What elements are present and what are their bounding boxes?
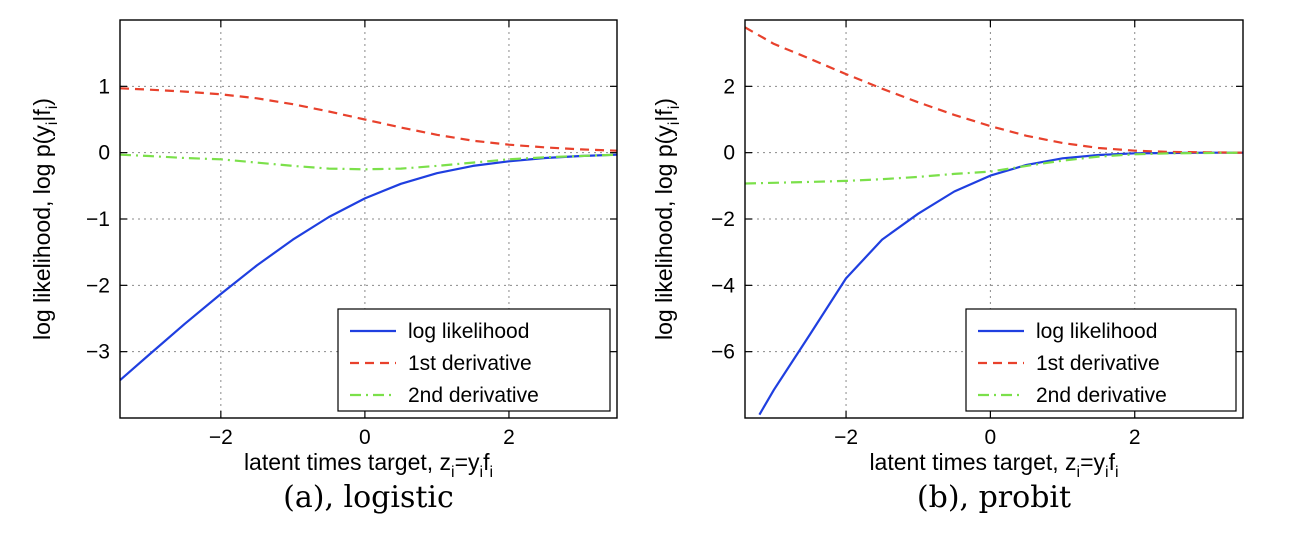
legend-label-2: 2nd derivative xyxy=(408,384,539,407)
x-tick-label: 2 xyxy=(503,426,515,449)
x-axis-label: latent times target, zi=yifi xyxy=(244,449,493,481)
x-tick-label: −2 xyxy=(209,426,233,449)
y-tick-label: 1 xyxy=(98,75,110,98)
panel-caption: (b), probit xyxy=(917,480,1071,515)
legend: log likelihood 1st derivative 2nd derivati… xyxy=(337,308,611,412)
x-axis-label-part: f xyxy=(1109,449,1116,475)
series-line-1 xyxy=(745,26,1243,154)
y-axis-label-main: log likelihood, log p(y xyxy=(29,125,55,340)
y-axis-label-part: |f xyxy=(651,109,677,122)
y-axis-label-part: ) xyxy=(651,98,677,106)
y-axis-label-main: log likelihood, log p(y xyxy=(651,125,677,340)
y-axis-label: log likelihood, log p(yi|fi) xyxy=(651,98,683,340)
y-axis-label-part: |f xyxy=(29,109,55,122)
y-tick-label: 0 xyxy=(723,142,735,165)
y-axis-label-part: ) xyxy=(29,98,55,106)
y-tick-label: −2 xyxy=(711,208,735,231)
series-line-2 xyxy=(120,153,617,171)
x-axis-label-main: latent times target, z xyxy=(869,449,1076,475)
axes-frame xyxy=(119,19,618,419)
x-axis-label-part: f xyxy=(483,449,490,475)
x-axis-label-sub: i xyxy=(1105,464,1109,481)
legend-label-0: log likelihood xyxy=(1036,320,1157,343)
x-axis-label-part: =y xyxy=(455,449,480,475)
y-tick-label: −4 xyxy=(711,274,735,297)
x-axis-label-sub: i xyxy=(1077,464,1081,481)
y-axis-label-sub: i xyxy=(666,106,683,110)
x-tick-label: −2 xyxy=(834,426,858,449)
legend-label-1: 1st derivative xyxy=(1036,352,1160,375)
y-axis-label-sub: i xyxy=(44,106,61,110)
x-axis-label-main: latent times target, z xyxy=(244,449,451,475)
y-tick-label: −2 xyxy=(86,274,110,297)
x-axis-label-part: =y xyxy=(1080,449,1105,475)
y-axis-label-sub: i xyxy=(44,122,61,126)
x-tick-label: 0 xyxy=(985,426,997,449)
x-axis-label-sub: i xyxy=(451,464,455,481)
x-axis-label-sub: i xyxy=(480,464,484,481)
axes-frame xyxy=(744,19,1244,419)
y-axis-label: log likelihood, log p(yi|fi) xyxy=(29,98,61,340)
y-tick-label: 2 xyxy=(723,75,735,98)
legend: log likelihood 1st derivative 2nd derivati… xyxy=(965,308,1237,412)
series-line-1 xyxy=(120,87,617,152)
panel-caption: (a), logistic xyxy=(283,480,454,515)
legend-label-2: 2nd derivative xyxy=(1036,384,1167,407)
series-line-2 xyxy=(745,151,1243,185)
y-tick-label: 0 xyxy=(98,142,110,165)
y-axis-label-sub: i xyxy=(666,122,683,126)
x-axis-label-sub: i xyxy=(1115,464,1119,481)
x-axis-label-sub: i xyxy=(489,464,493,481)
legend-label-0: log likelihood xyxy=(408,320,529,343)
x-tick-label: 0 xyxy=(359,426,371,449)
y-tick-label: −1 xyxy=(86,208,110,231)
series-line-0 xyxy=(120,153,617,382)
y-tick-label: −6 xyxy=(711,341,735,364)
x-tick-label: 2 xyxy=(1129,426,1141,449)
legend-label-1: 1st derivative xyxy=(408,352,532,375)
x-axis-label: latent times target, zi=yifi xyxy=(869,449,1118,481)
y-tick-label: −3 xyxy=(86,341,110,364)
